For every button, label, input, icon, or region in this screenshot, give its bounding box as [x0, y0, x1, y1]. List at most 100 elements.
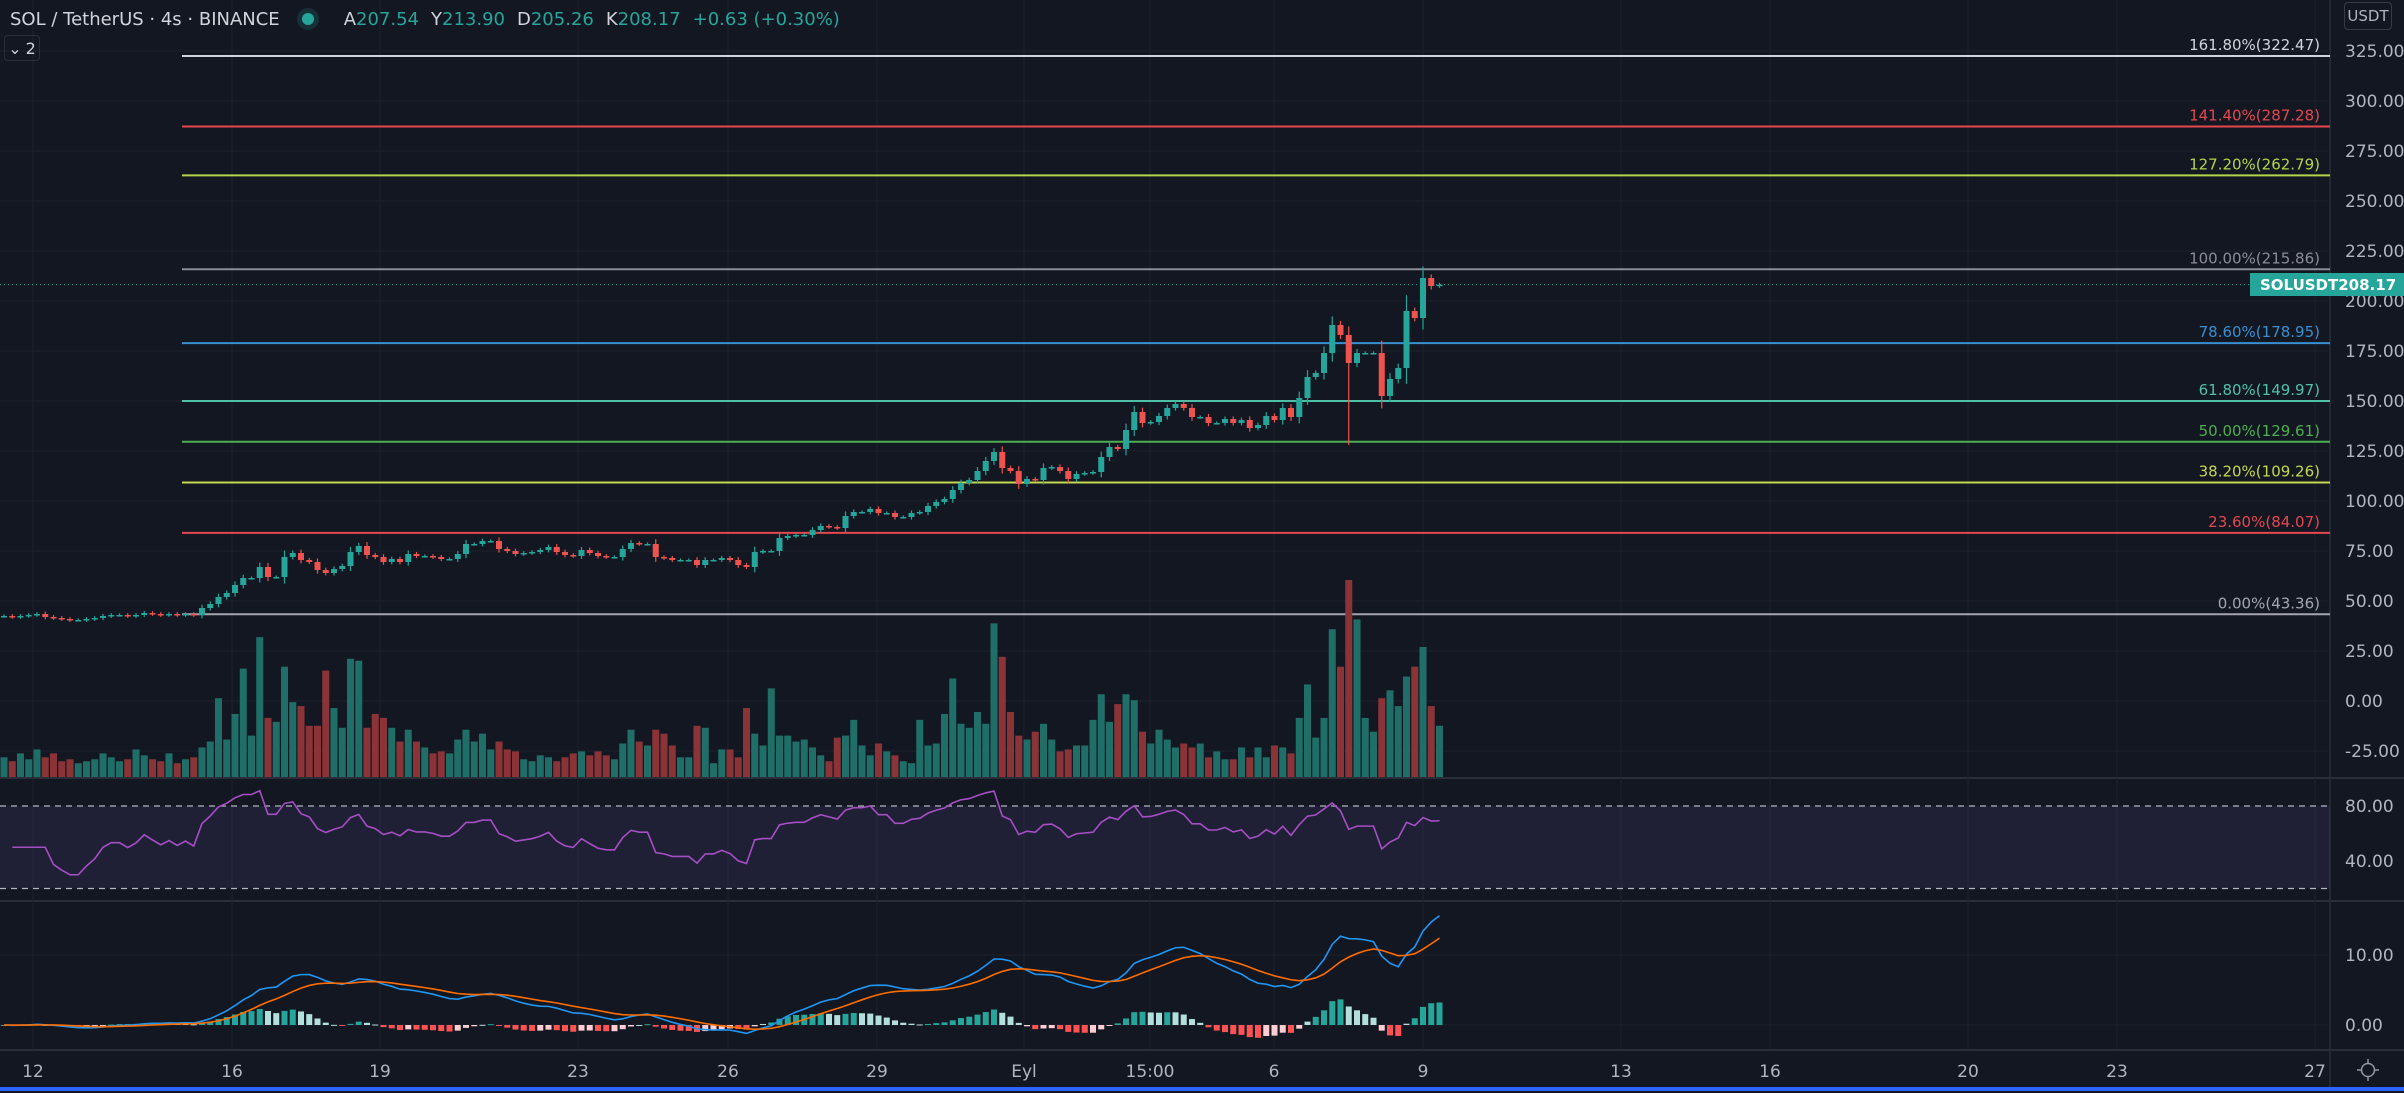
candle-body: [487, 541, 494, 543]
symbol-title[interactable]: SOL / TetherUS · 4s · BINANCE: [10, 8, 280, 30]
indicators-collapse-button[interactable]: ⌄ 2: [4, 35, 40, 61]
macd-histogram-bar: [1279, 1025, 1286, 1033]
macd-histogram-bar: [908, 1023, 915, 1025]
volume-bar: [660, 733, 668, 777]
low-label: D: [516, 8, 531, 30]
volume-bar: [998, 656, 1006, 777]
candle-body: [834, 527, 841, 529]
price-tick-label: 200.00: [2345, 292, 2404, 312]
volume-bar: [429, 753, 437, 777]
volume-bar: [1370, 731, 1377, 777]
volume-bar: [982, 723, 990, 777]
macd-histogram-bar: [471, 1025, 478, 1027]
candle-body: [1296, 398, 1303, 417]
candle-body: [859, 512, 865, 514]
candle-body: [1246, 420, 1253, 428]
macd-histogram-bar: [1238, 1025, 1245, 1035]
candle-body: [1222, 419, 1228, 423]
candle-body: [1370, 353, 1377, 355]
currency-unit-button[interactable]: USDT: [2344, 2, 2392, 30]
candle-body: [1, 616, 7, 618]
fib-level-label: 161.80%(322.47): [2189, 36, 2320, 54]
candle-body: [91, 618, 98, 620]
time-tick-label: 15:00: [1126, 1062, 1175, 1082]
volume-bar: [908, 763, 915, 777]
volume-bar: [396, 741, 404, 777]
volume-bar: [1015, 735, 1023, 777]
volume-bar: [1147, 743, 1155, 777]
time-tick-label: 29: [866, 1062, 888, 1082]
volume-bar: [726, 749, 734, 777]
candle-body: [529, 552, 535, 554]
volume-bar: [1337, 666, 1344, 777]
candle-body: [182, 614, 189, 616]
volume-bar: [264, 717, 272, 777]
macd-histogram-bar: [380, 1025, 387, 1028]
macd-histogram-bar: [1271, 1025, 1278, 1036]
volume-bar: [825, 761, 833, 777]
candle-body: [793, 535, 799, 537]
candle-body: [1395, 368, 1402, 379]
candle-body: [1065, 471, 1072, 479]
candle-body: [405, 554, 412, 562]
volume-bar: [421, 747, 429, 777]
volume-bar: [990, 623, 998, 777]
candle-body: [1337, 325, 1344, 335]
price-tick-label: 300.00: [2345, 92, 2404, 112]
candle-body: [941, 499, 948, 502]
candle-body: [991, 452, 997, 461]
volume-bar: [1254, 747, 1262, 777]
candle-body: [875, 509, 882, 513]
macd-histogram-bar: [743, 1025, 750, 1030]
candle-body: [1205, 417, 1212, 423]
settings-gear-icon[interactable]: [2356, 1058, 2380, 1082]
candle-body: [842, 516, 849, 528]
price-tick-label: 25.00: [2345, 642, 2394, 662]
candle-body: [479, 541, 486, 544]
candle-body: [537, 550, 544, 552]
volume-bar: [74, 763, 82, 777]
macd-histogram-bar: [248, 1011, 255, 1025]
macd-histogram-bar: [438, 1025, 445, 1032]
volume-bar: [437, 751, 445, 777]
macd-histogram-bar: [958, 1018, 964, 1025]
macd-histogram-bar: [817, 1013, 824, 1025]
macd-histogram-bar: [1370, 1017, 1377, 1025]
candle-body: [232, 585, 238, 593]
candle-body: [289, 553, 296, 557]
candle-body: [1387, 379, 1393, 396]
volume-bar: [1081, 745, 1089, 777]
volume-bar: [767, 688, 775, 777]
candle-body: [1147, 422, 1154, 424]
candle-body: [553, 547, 560, 552]
macd-histogram-bar: [1172, 1012, 1179, 1025]
candle-body: [240, 578, 247, 585]
volume-bar: [363, 727, 371, 777]
volume-bar: [1436, 725, 1443, 777]
fib-level-label: 23.60%(84.07): [2208, 513, 2320, 531]
volume-bar: [759, 745, 767, 777]
macd-histogram-bar: [1189, 1019, 1195, 1025]
time-tick-label: 27: [2304, 1062, 2326, 1082]
volume-bar: [677, 757, 684, 777]
volume-bar: [800, 739, 808, 777]
volume-bar: [1056, 751, 1064, 777]
volume-bar: [875, 743, 882, 777]
candle-body: [768, 551, 775, 553]
macd-histogram-bar: [1213, 1025, 1220, 1031]
macd-histogram-bar: [520, 1025, 527, 1031]
macd-histogram-bar: [859, 1013, 865, 1025]
macd-histogram-bar: [405, 1025, 412, 1030]
volume-bar: [1378, 698, 1386, 777]
price-tick-label: -25.00: [2345, 742, 2400, 762]
volume-bar: [1361, 717, 1369, 777]
macd-histogram-bar: [1131, 1012, 1138, 1025]
macd-histogram-bar: [570, 1025, 577, 1032]
macd-histogram-bar: [669, 1025, 676, 1030]
macd-line: [3, 914, 1440, 1035]
candle-body: [463, 544, 469, 554]
candle-body: [1312, 373, 1319, 377]
volume-bar: [734, 757, 742, 777]
candle-body: [1007, 468, 1014, 471]
